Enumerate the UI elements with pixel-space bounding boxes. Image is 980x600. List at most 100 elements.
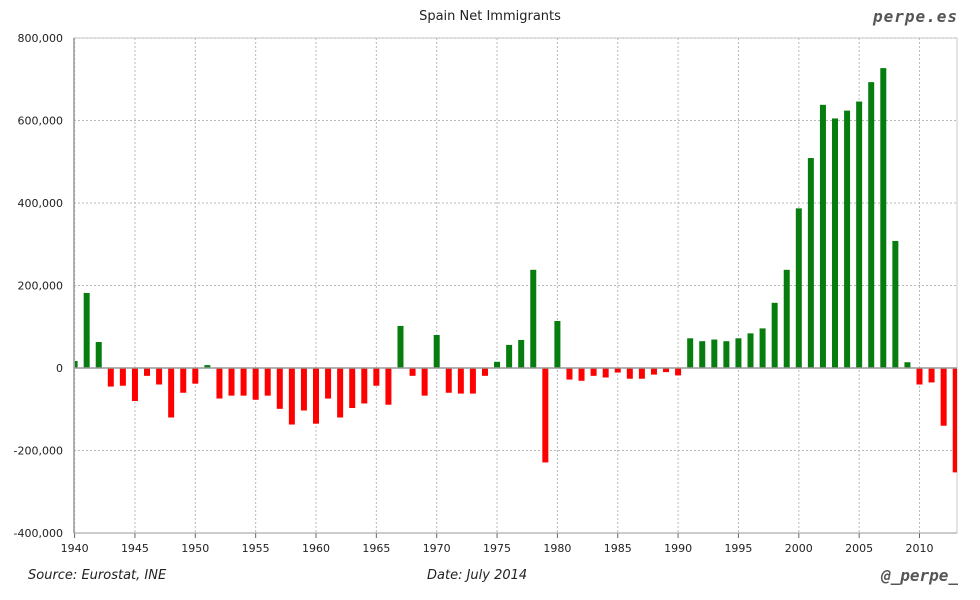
bar-1963 xyxy=(349,368,356,409)
bar-1983 xyxy=(590,368,597,376)
y-tick-label: 200,000 xyxy=(18,280,64,293)
bar-1943 xyxy=(107,368,114,387)
bar-1951 xyxy=(204,365,211,368)
bar-2006 xyxy=(868,82,875,368)
bar-1966 xyxy=(385,368,392,405)
bar-1999 xyxy=(783,269,790,368)
bar-1976 xyxy=(506,344,513,368)
bar-1994 xyxy=(723,341,730,368)
bar-1984 xyxy=(602,368,609,378)
bar-1992 xyxy=(699,341,706,368)
x-tick-label: 1950 xyxy=(181,542,209,555)
bar-1989 xyxy=(663,368,670,373)
bar-2013 xyxy=(952,368,957,473)
bar-1965 xyxy=(373,368,380,386)
x-tick-label: 1970 xyxy=(423,542,451,555)
bar-2000 xyxy=(795,208,802,368)
bar-1962 xyxy=(337,368,344,418)
tick-labels: -400,000 -200,000 0 200,000 400,000 600,000 80… xyxy=(14,32,934,555)
y-tick-label: -400,000 xyxy=(14,527,63,540)
bar-1946 xyxy=(144,368,151,376)
bar-1974 xyxy=(481,368,488,376)
bar-2009 xyxy=(904,362,911,368)
bar-1960 xyxy=(313,368,319,424)
x-tick-label: 1975 xyxy=(483,542,511,555)
brand-logo[interactable]: perpe.es xyxy=(872,7,958,26)
bar-1954 xyxy=(240,368,247,396)
source-note: Source: Eurostat, INE xyxy=(28,568,167,583)
bar-1970 xyxy=(433,335,440,368)
bar-1949 xyxy=(180,368,187,393)
bar-2002 xyxy=(819,104,826,368)
y-tick-label: 600,000 xyxy=(18,115,64,128)
bar-2005 xyxy=(856,101,863,369)
x-tick-label: 1995 xyxy=(724,542,752,555)
date-note: Date: July 2014 xyxy=(427,568,528,583)
x-tick-label: 1955 xyxy=(242,542,270,555)
bar-1975 xyxy=(494,361,501,368)
x-tick-label: 2010 xyxy=(906,542,934,555)
bar-1945 xyxy=(131,368,138,401)
bar-1991 xyxy=(687,338,694,368)
bar-1958 xyxy=(288,368,295,425)
bar-1982 xyxy=(578,368,585,381)
bar-1947 xyxy=(156,368,163,385)
x-tick-label: 1990 xyxy=(664,542,692,555)
chart-title: Spain Net Immigrants xyxy=(419,9,561,24)
bar-1941 xyxy=(83,292,90,368)
bar-1940 xyxy=(75,360,78,368)
bar-2012 xyxy=(940,368,947,426)
bar-group xyxy=(75,68,957,473)
x-tick-label: 1980 xyxy=(543,542,571,555)
bar-1988 xyxy=(650,368,657,375)
bar-2011 xyxy=(928,368,935,383)
bar-1990 xyxy=(675,368,682,376)
y-tick-label: 400,000 xyxy=(18,197,64,210)
bar-1998 xyxy=(771,302,778,368)
y-tick-label: 0 xyxy=(56,362,63,375)
bar-1967 xyxy=(397,325,404,368)
bar-2004 xyxy=(844,110,851,368)
bar-1953 xyxy=(228,368,235,396)
x-tick-label: 1965 xyxy=(362,542,390,555)
bar-2003 xyxy=(832,118,839,368)
bar-1959 xyxy=(300,368,307,411)
bar-2010 xyxy=(916,368,923,385)
x-tick-label: 1985 xyxy=(604,542,632,555)
axes xyxy=(73,38,957,538)
bar-1956 xyxy=(264,368,271,396)
twitter-handle[interactable]: @_perpe_ xyxy=(880,566,958,585)
bar-1971 xyxy=(445,368,452,393)
bar-1987 xyxy=(638,368,645,379)
bar-1996 xyxy=(747,333,754,368)
bar-1985 xyxy=(614,368,621,373)
x-tick-label: 2000 xyxy=(785,542,813,555)
bar-2001 xyxy=(807,158,814,368)
bar-1980 xyxy=(554,320,561,368)
bar-1955 xyxy=(252,368,259,400)
x-tick-label: 1960 xyxy=(302,542,330,555)
bar-1948 xyxy=(168,368,175,418)
bar-1964 xyxy=(361,368,368,404)
bar-1977 xyxy=(518,339,525,368)
y-tick-label: 800,000 xyxy=(18,32,64,45)
bar-1969 xyxy=(421,368,428,396)
bars xyxy=(75,68,957,473)
bar-1944 xyxy=(119,368,126,386)
x-tick-label: 1945 xyxy=(121,542,149,555)
bar-1961 xyxy=(325,368,332,399)
y-tick-label: -200,000 xyxy=(14,445,63,458)
bar-1942 xyxy=(95,342,102,368)
bar-2007 xyxy=(880,68,887,369)
bar-1957 xyxy=(276,368,283,409)
bar-1997 xyxy=(759,328,766,368)
bar-1973 xyxy=(469,368,476,394)
bar-2008 xyxy=(892,240,899,368)
bar-1993 xyxy=(711,339,718,368)
bar-1978 xyxy=(530,269,537,368)
bar-1995 xyxy=(735,338,742,368)
bar-1950 xyxy=(192,368,199,384)
bar-1981 xyxy=(566,368,573,380)
bar-1979 xyxy=(542,368,549,463)
